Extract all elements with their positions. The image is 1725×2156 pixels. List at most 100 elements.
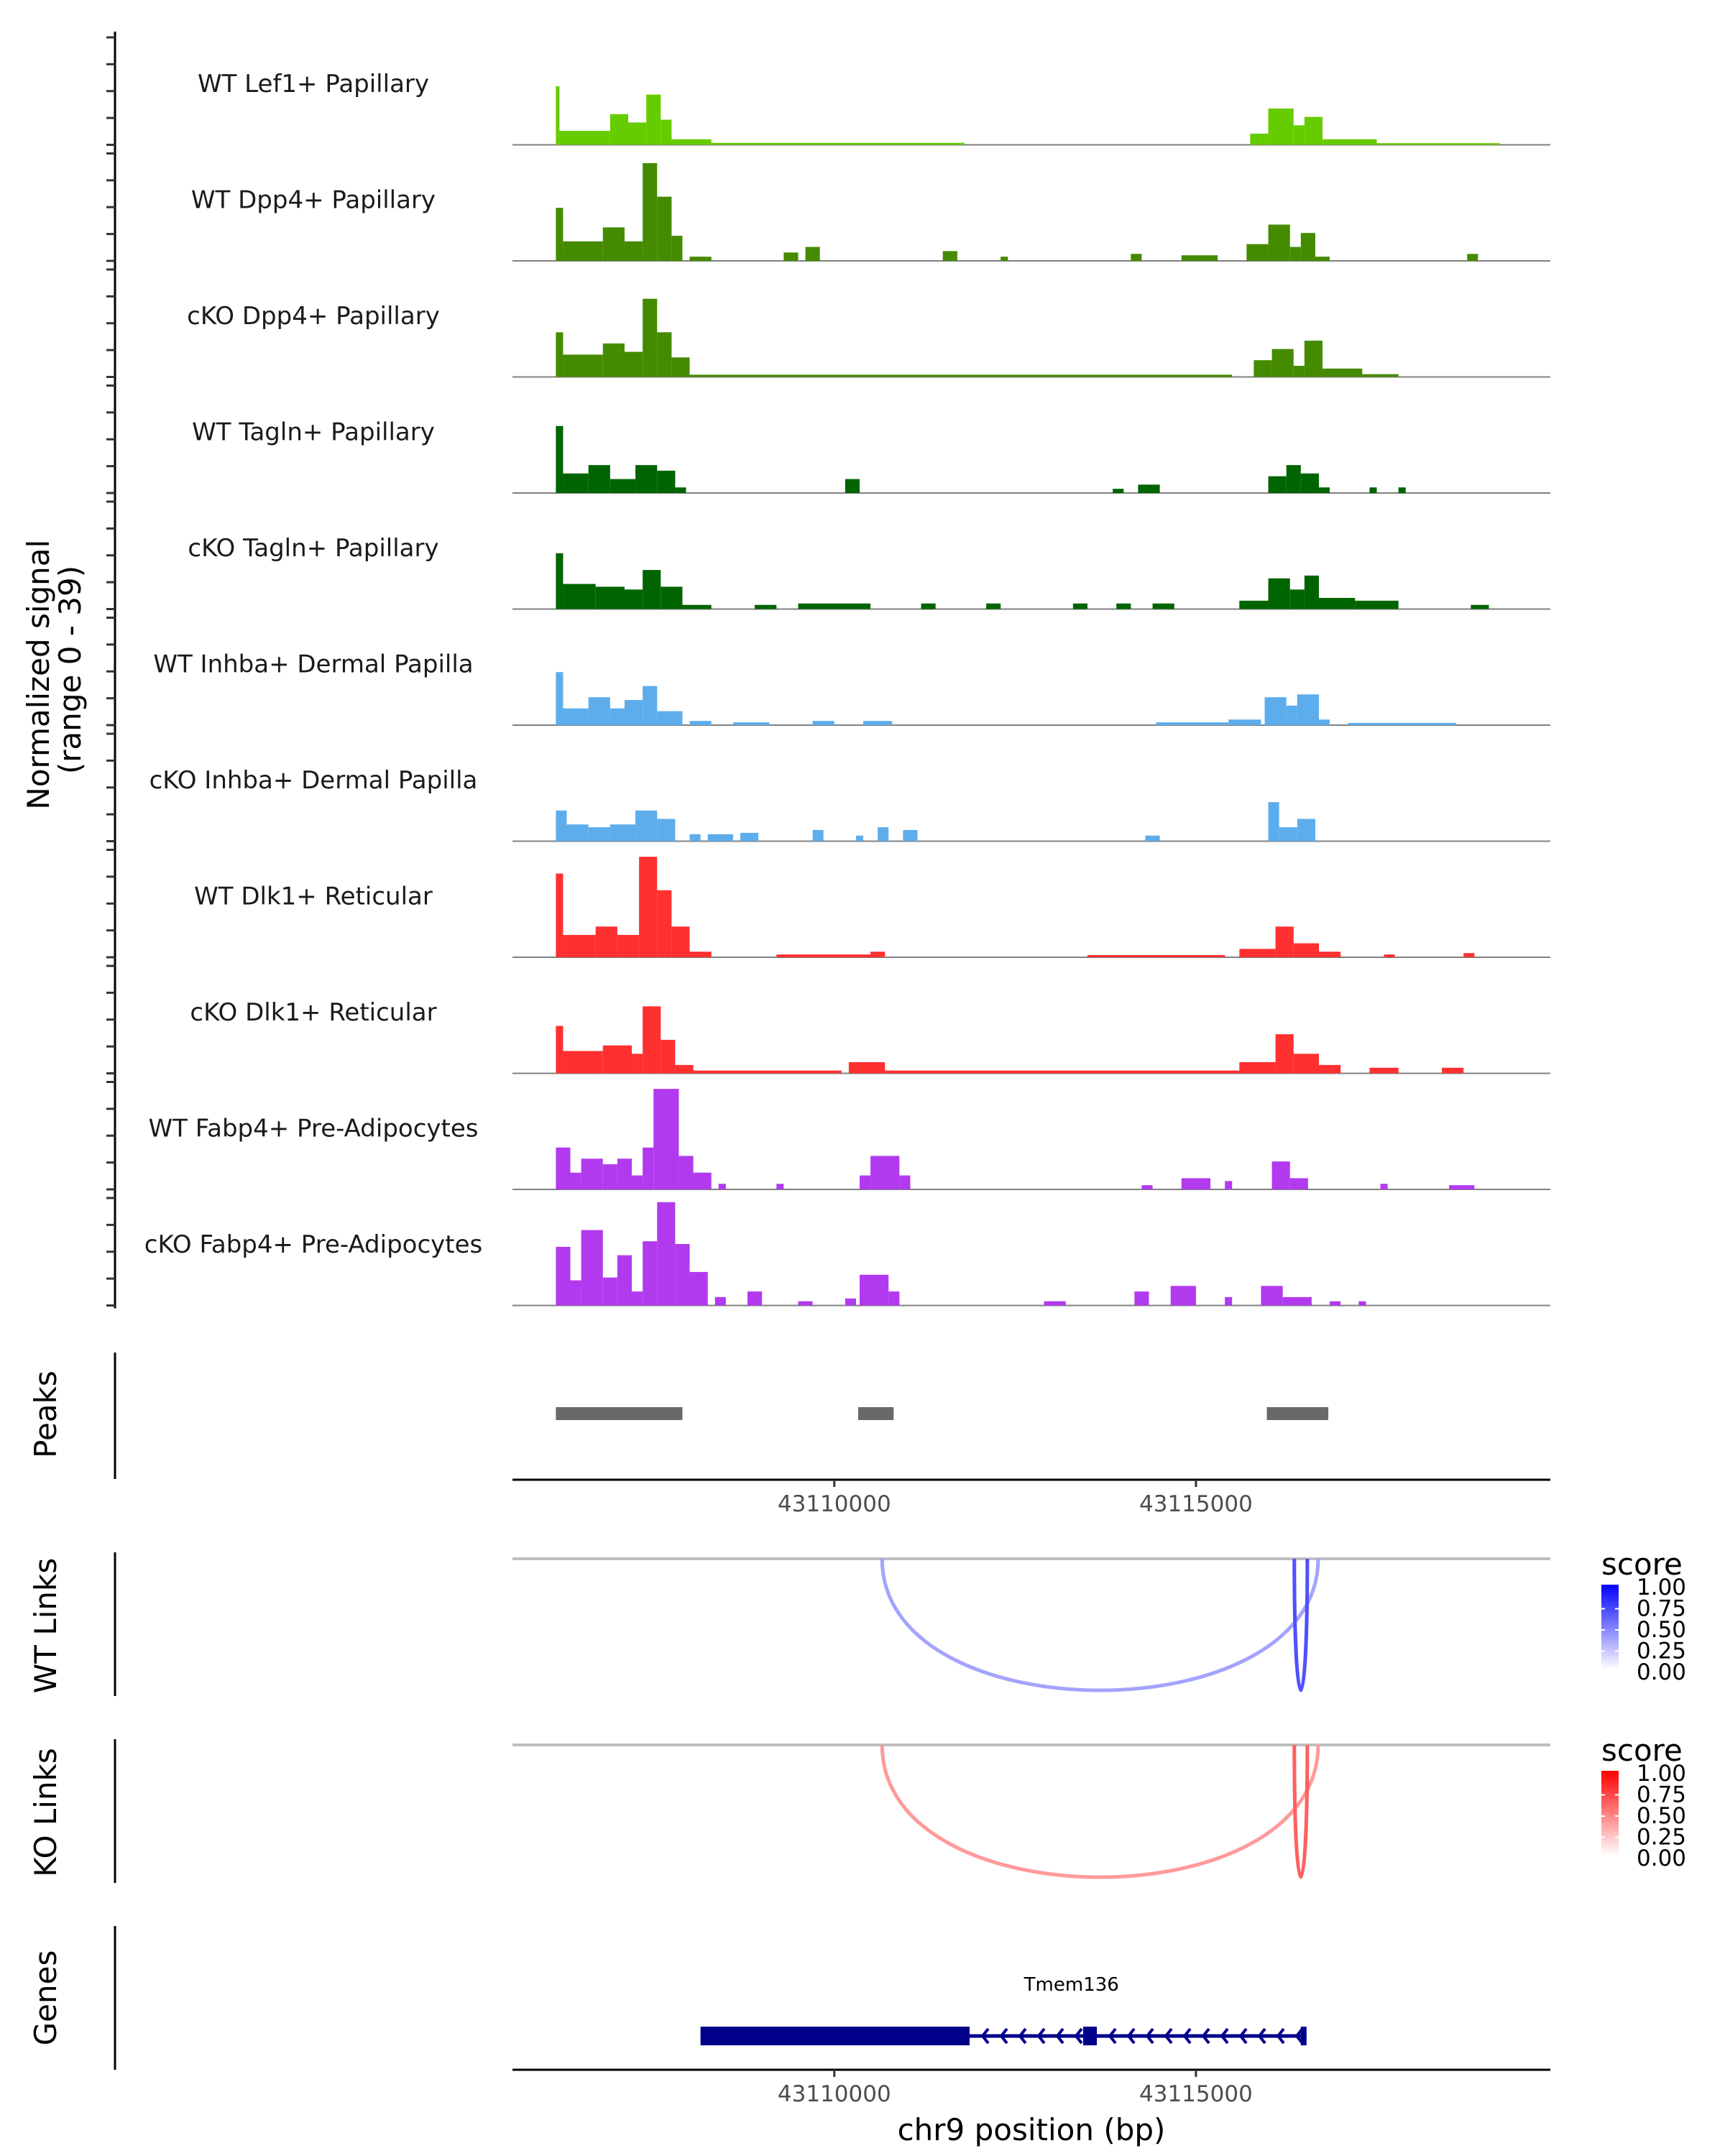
coverage-bar [617, 1158, 632, 1189]
legend-label: 1.00 [1637, 1575, 1686, 1600]
coverage-bar [595, 926, 617, 957]
track-label: WT Inhba+ Dermal Papilla [153, 650, 473, 679]
coverage-bar [556, 672, 564, 725]
coverage-bar [1250, 133, 1269, 145]
x-tick-label: 43115000 [1139, 2081, 1253, 2107]
coverage-y-axis-title: Normalized signal (range 0 - 39) [21, 530, 88, 809]
coverage-bar [602, 227, 625, 261]
coverage-track: cKO Fabp4+ Pre-Adipocytes [144, 1202, 1550, 1307]
strand-arrow-icon [999, 2027, 1008, 2045]
coverage-bar [740, 832, 759, 842]
track-label: WT Dpp4+ Papillary [191, 186, 436, 215]
genes-track-label: Genes [28, 1950, 63, 2046]
coverage-bar [610, 114, 629, 145]
track-label: WT Fabp4+ Pre-Adipocytes [149, 1115, 479, 1143]
coverage-bar [1286, 705, 1297, 725]
link-arc [1292, 1558, 1310, 1692]
strand-arrow-icon [980, 2027, 990, 2045]
coverage-bar [588, 465, 610, 493]
coverage-bar [556, 1147, 571, 1189]
coverage-bar [610, 824, 636, 842]
track-label: cKO Fabp4+ Pre-Adipocytes [144, 1230, 483, 1259]
coverage-bar [812, 721, 834, 725]
coverage-bar [1261, 1286, 1283, 1306]
coverage-bar [1384, 954, 1395, 957]
track-label: cKO Tagln+ Papillary [188, 534, 438, 563]
coverage-bar [848, 1061, 886, 1074]
x-tick-label: 43110000 [778, 2081, 891, 2107]
coverage-bar [812, 829, 824, 842]
coverage-bar [588, 697, 610, 725]
coverage-track: WT Inhba+ Dermal Papilla [153, 650, 1550, 726]
coverage-bar [556, 1246, 571, 1306]
coverage-bar [1225, 1181, 1233, 1189]
coverage-bar [1304, 575, 1319, 609]
coverage-bar [1225, 1296, 1233, 1306]
track-label: cKO Dpp4+ Papillary [187, 302, 440, 331]
coverage-bar [671, 139, 712, 145]
coverage-bar [1268, 476, 1287, 493]
coverage-bar [661, 119, 672, 145]
coverage-bar [657, 819, 676, 842]
coverage-bar [748, 1291, 763, 1306]
coverage-bar [1239, 1061, 1276, 1074]
coverage-bar [632, 1291, 643, 1306]
coverage-bar [657, 1202, 676, 1306]
coverage-bar [1181, 255, 1218, 261]
coverage-bar [1239, 600, 1269, 609]
legend-label: 0.00 [1637, 1846, 1686, 1871]
coverage-bar [556, 208, 564, 261]
coverage-bar [1355, 600, 1399, 609]
link-arc [1292, 1744, 1310, 1879]
coverage-bar [1152, 603, 1174, 609]
coverage-bar [1297, 819, 1315, 842]
coverage-bar [556, 1026, 564, 1074]
coverage-bar [1380, 1184, 1388, 1189]
coverage-bar [1318, 597, 1356, 609]
strand-arrow-icon [1126, 2027, 1136, 2045]
coverage-bar [657, 196, 672, 261]
coverage-bar [1304, 341, 1323, 377]
coverage-bar [1264, 697, 1287, 725]
coverage-bar [1268, 109, 1294, 145]
coverage-bar [845, 479, 860, 493]
coverage-bar [776, 1184, 784, 1189]
coverage-bar [1156, 722, 1229, 725]
coverage-bar [1131, 254, 1142, 261]
coverage-bar [870, 1156, 900, 1189]
coverage-bar [624, 700, 643, 725]
coverage-bar [1467, 254, 1478, 261]
x-axis-title: chr9 position (bp) [898, 2112, 1166, 2147]
link-arc [880, 1744, 1320, 1879]
coverage-bar [899, 1175, 911, 1189]
legend-label: 0.25 [1637, 1639, 1686, 1664]
coverage-bar [617, 934, 640, 957]
coverage-bar [556, 86, 560, 145]
coverage-bar [671, 236, 683, 261]
coverage-bar [581, 1158, 603, 1189]
coverage-bar [588, 827, 610, 842]
strand-arrow-icon [1145, 2027, 1154, 2045]
coverage-bar [675, 1244, 690, 1306]
coverage-bar [602, 1277, 617, 1306]
coverage-bar [643, 298, 658, 377]
peak-region [556, 1407, 683, 1420]
coverage-bar [1293, 365, 1305, 377]
coverage-bar [602, 1045, 632, 1074]
coverage-bar [1116, 603, 1131, 609]
strand-arrow-icon [1257, 2027, 1266, 2045]
coverage-bar [643, 163, 658, 261]
coverage-bar [903, 829, 918, 842]
gene: Tmem136 [700, 1974, 1307, 2045]
coverage-bar [556, 810, 567, 842]
coverage-bar [563, 473, 589, 493]
coverage-bar [624, 589, 643, 609]
x-axis-bottom: 43110000 43115000 [512, 2068, 1550, 2107]
coverage-bar [921, 603, 936, 609]
strand-arrow-icon [1294, 2027, 1304, 2045]
coverage-bar [1134, 1291, 1149, 1306]
coverage-bar [1449, 1185, 1475, 1189]
coverage-bar [678, 1156, 694, 1189]
legend-label: 0.75 [1637, 1596, 1686, 1622]
